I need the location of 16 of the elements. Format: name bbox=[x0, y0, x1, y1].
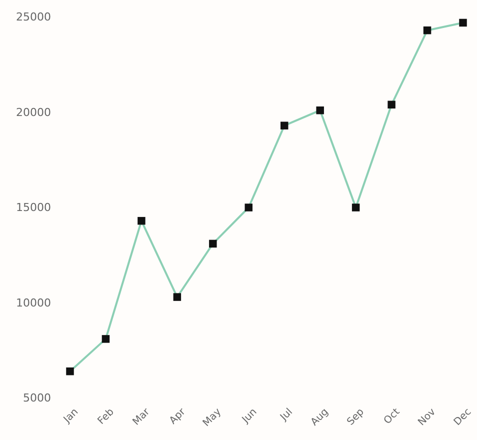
y-tick-label: 20000 bbox=[16, 106, 51, 119]
x-tick-label: Jul bbox=[278, 406, 295, 424]
y-tick-label: 10000 bbox=[16, 296, 51, 310]
x-tick-label: Dec bbox=[452, 406, 474, 428]
x-tick-label: Oct bbox=[382, 406, 402, 427]
x-tick-label: Sep bbox=[345, 406, 366, 428]
x-tick-label: Mar bbox=[130, 406, 153, 428]
y-tick-label: 15000 bbox=[16, 201, 51, 214]
x-tick-label: Aug bbox=[309, 406, 331, 428]
x-tick-label: Nov bbox=[416, 406, 438, 428]
x-tick-label: Apr bbox=[168, 406, 188, 427]
y-tick-label: 25000 bbox=[16, 10, 51, 24]
x-tick-label: Jan bbox=[61, 406, 81, 426]
y-tick-label: 5000 bbox=[23, 392, 51, 405]
x-tick-label: Feb bbox=[96, 406, 116, 427]
x-tick-label: Jun bbox=[240, 406, 260, 426]
